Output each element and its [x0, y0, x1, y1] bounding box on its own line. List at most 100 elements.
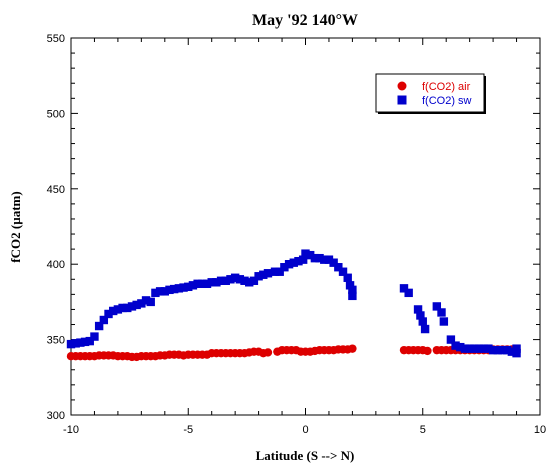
data-point — [413, 305, 423, 314]
data-point — [439, 317, 449, 326]
y-tick-label: 550 — [47, 33, 65, 45]
data-point — [184, 282, 193, 292]
data-point — [315, 253, 324, 263]
y-tick-label: 400 — [47, 259, 65, 271]
data-point — [298, 255, 308, 264]
data-point — [249, 276, 259, 285]
data-point — [512, 344, 521, 353]
data-point — [305, 250, 315, 260]
data-point — [345, 281, 355, 290]
data-point — [94, 321, 104, 331]
y-tick-label: 350 — [47, 335, 65, 347]
legend-marker-sw — [397, 95, 407, 105]
data-point — [230, 273, 240, 282]
data-point — [423, 346, 432, 356]
data-point — [188, 281, 198, 290]
data-point — [512, 348, 521, 358]
data-point — [343, 273, 352, 282]
data-point — [216, 276, 226, 285]
x-axis-label: Latitude (S --> N) — [256, 448, 355, 463]
legend: f(CO2) air f(CO2) sw — [375, 73, 486, 114]
data-point — [221, 276, 230, 285]
data-point — [207, 278, 216, 287]
data-point — [90, 332, 99, 341]
data-point — [329, 258, 338, 267]
data-point — [155, 287, 165, 296]
data-point — [193, 279, 202, 289]
y-axis: 300 350 400 450 500 550 — [47, 33, 540, 422]
data-point — [493, 345, 502, 355]
data-point — [280, 263, 289, 272]
data-point — [179, 283, 188, 292]
data-point — [348, 291, 357, 301]
data-point — [446, 335, 456, 344]
legend-label: f(CO2) sw — [422, 95, 472, 107]
data-point — [502, 345, 512, 355]
data-point — [235, 275, 245, 284]
y-axis-label: fCO2 (µatm) — [8, 191, 23, 262]
data-point — [465, 344, 474, 353]
data-point — [460, 344, 470, 353]
data-point — [76, 338, 85, 347]
y-tick-label: 450 — [47, 184, 65, 196]
data-point — [498, 345, 507, 355]
data-point — [456, 342, 465, 352]
data-point — [310, 253, 320, 263]
data-point — [294, 256, 303, 266]
data-point — [66, 339, 76, 349]
data-point — [169, 284, 179, 294]
y-tick-label: 500 — [47, 108, 65, 120]
data-point — [99, 315, 109, 325]
data-point — [479, 344, 488, 353]
data-point — [151, 288, 160, 298]
data-point — [484, 344, 493, 353]
data-point — [437, 308, 446, 317]
data-point — [240, 276, 249, 285]
data-point — [165, 285, 174, 295]
chart-title: May '92 140°W — [252, 12, 358, 29]
x-tick-label: -10 — [63, 424, 79, 436]
data-point — [348, 344, 357, 353]
data-point — [118, 303, 127, 313]
data-point — [263, 269, 273, 278]
data-point — [245, 278, 254, 287]
data-point — [404, 288, 413, 298]
data-point — [432, 302, 442, 311]
data-point — [399, 284, 409, 293]
data-point — [212, 278, 221, 287]
data-point — [254, 272, 263, 281]
data-point — [123, 303, 132, 313]
data-point — [324, 255, 334, 264]
data-point — [71, 339, 80, 348]
data-point — [334, 263, 343, 272]
x-tick-label: 5 — [420, 424, 426, 436]
data-point — [289, 258, 298, 267]
data-point — [348, 285, 357, 295]
data-point — [127, 302, 137, 311]
data-point — [418, 317, 427, 326]
data-point — [85, 336, 94, 346]
data-point — [320, 255, 329, 264]
x-tick-label: 0 — [302, 424, 308, 436]
data-point — [275, 267, 284, 276]
data-point — [226, 275, 235, 284]
data-point — [507, 347, 517, 356]
data-point — [113, 305, 123, 314]
data-series — [66, 249, 521, 362]
data-point — [80, 337, 90, 347]
data-point — [160, 287, 169, 296]
x-tick-label: -5 — [183, 424, 193, 436]
data-point — [488, 345, 498, 355]
data-point — [198, 279, 207, 289]
data-point — [104, 309, 113, 319]
data-point — [416, 311, 425, 320]
y-tick-label: 300 — [47, 410, 65, 422]
data-point — [141, 296, 151, 305]
data-point — [474, 344, 484, 353]
x-axis: -10 -5 0 5 10 — [63, 38, 546, 436]
data-point — [301, 249, 310, 258]
legend-box — [375, 73, 485, 113]
legend-marker-air — [397, 81, 407, 91]
data-point — [132, 300, 141, 310]
